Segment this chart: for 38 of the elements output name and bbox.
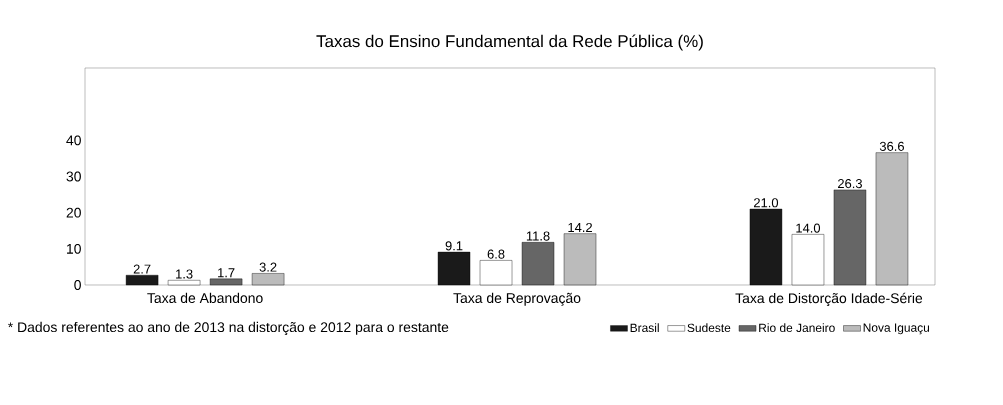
- bar: [125, 275, 159, 286]
- y-tick-label: 0: [74, 280, 81, 290]
- data-label: 2.7: [133, 264, 151, 274]
- x-tick-label: Taxa de Abandono: [147, 292, 263, 304]
- legend-label: Brasil: [630, 323, 659, 333]
- x-tick-label: Taxa de Reprovação: [453, 292, 581, 306]
- data-label: 6.8: [487, 249, 505, 259]
- data-label: 9.1: [445, 241, 463, 251]
- text: * Dados referentes ao ano de 2013 na distorção e 2012 para o restante: [7, 321, 449, 335]
- y-tick-label: 10: [67, 243, 81, 254]
- x-tick-label: Taxa de Distorção Idade-Série: [735, 292, 923, 306]
- data-label: 26.3: [838, 179, 862, 189]
- data-label: 1.7: [218, 268, 235, 278]
- legend-label: Sudeste: [687, 323, 731, 333]
- y-tick-label: 30: [66, 171, 81, 182]
- data-label: 14.2: [568, 222, 592, 232]
- bar: [833, 189, 867, 286]
- bar: [437, 251, 471, 286]
- data-label: 3.2: [259, 262, 277, 272]
- data-label: 14.0: [796, 223, 821, 233]
- bar: [875, 152, 909, 286]
- bar: [479, 260, 513, 286]
- bar: [563, 233, 597, 286]
- bar: [167, 280, 201, 286]
- bar: [209, 278, 243, 286]
- y-tick-label: 20: [66, 207, 81, 218]
- bar: [251, 273, 285, 286]
- bar: [521, 242, 555, 286]
- y-tick-label: 40: [66, 135, 81, 146]
- data-label: 1.3: [176, 269, 193, 279]
- data-label: 11.8: [526, 231, 550, 241]
- legend-label: Nova Iguaçu: [863, 323, 930, 335]
- legend-label: Rio de Janeiro: [759, 323, 835, 333]
- chart-title: Taxas do Ensino Fundamental da Rede Pública (%): [316, 34, 703, 51]
- data-label: 36.6: [879, 141, 904, 151]
- bar: [791, 234, 825, 286]
- data-label: 21.0: [754, 198, 779, 208]
- bar: [749, 208, 783, 286]
